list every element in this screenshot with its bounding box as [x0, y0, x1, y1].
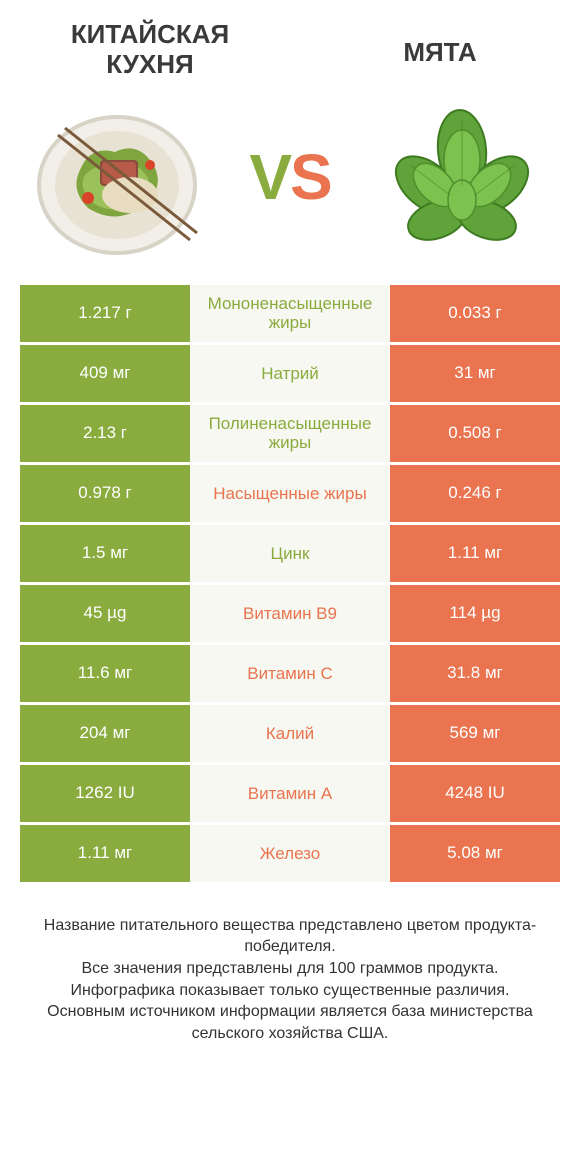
header: КИТАЙСКАЯ КУХНЯ МЯТА — [0, 0, 580, 80]
value-right: 31.8 мг — [390, 645, 560, 702]
nutrient-label: Цинк — [190, 525, 390, 582]
value-right: 0.508 г — [390, 405, 560, 462]
value-left: 1262 IU — [20, 765, 190, 822]
table-row: 1.217 гМононенасыщенные жиры0.033 г — [20, 285, 560, 342]
value-right: 5.08 мг — [390, 825, 560, 882]
value-right: 4248 IU — [390, 765, 560, 822]
table-row: 204 мгКалий569 мг — [20, 705, 560, 762]
value-left: 1.5 мг — [20, 525, 190, 582]
nutrient-label: Витамин A — [190, 765, 390, 822]
nutrient-label: Калий — [190, 705, 390, 762]
title-left: КИТАЙСКАЯ КУХНЯ — [40, 20, 260, 80]
value-right: 0.246 г — [390, 465, 560, 522]
value-right: 31 мг — [390, 345, 560, 402]
table-row: 2.13 гПолиненасыщенные жиры0.508 г — [20, 405, 560, 462]
value-left: 204 мг — [20, 705, 190, 762]
nutrient-label: Насыщенные жиры — [190, 465, 390, 522]
images-row: VS — [0, 80, 580, 285]
value-right: 1.11 мг — [390, 525, 560, 582]
food-image-right — [375, 90, 550, 265]
table-row: 1262 IUВитамин A4248 IU — [20, 765, 560, 822]
nutrient-label: Мононенасыщенные жиры — [190, 285, 390, 342]
nutrition-table: 1.217 гМононенасыщенные жиры0.033 г409 м… — [20, 285, 560, 882]
value-right: 0.033 г — [390, 285, 560, 342]
table-row: 11.6 мгВитамин C31.8 мг — [20, 645, 560, 702]
table-row: 45 µgВитамин B9114 µg — [20, 585, 560, 642]
nutrient-label: Витамин B9 — [190, 585, 390, 642]
value-right: 114 µg — [390, 585, 560, 642]
nutrient-label: Натрий — [190, 345, 390, 402]
value-left: 45 µg — [20, 585, 190, 642]
value-right: 569 мг — [390, 705, 560, 762]
food-image-left — [30, 90, 205, 265]
nutrient-label: Полиненасыщенные жиры — [190, 405, 390, 462]
vs-label: VS — [249, 140, 330, 214]
value-left: 11.6 мг — [20, 645, 190, 702]
value-left: 0.978 г — [20, 465, 190, 522]
table-row: 409 мгНатрий31 мг — [20, 345, 560, 402]
table-row: 0.978 гНасыщенные жиры0.246 г — [20, 465, 560, 522]
value-left: 2.13 г — [20, 405, 190, 462]
value-left: 1.11 мг — [20, 825, 190, 882]
nutrient-label: Железо — [190, 825, 390, 882]
table-row: 1.11 мгЖелезо5.08 мг — [20, 825, 560, 882]
table-row: 1.5 мгЦинк1.11 мг — [20, 525, 560, 582]
value-left: 1.217 г — [20, 285, 190, 342]
nutrient-label: Витамин C — [190, 645, 390, 702]
footer-text: Название питательного вещества представл… — [0, 885, 580, 1045]
title-right: МЯТА — [340, 20, 540, 68]
value-left: 409 мг — [20, 345, 190, 402]
